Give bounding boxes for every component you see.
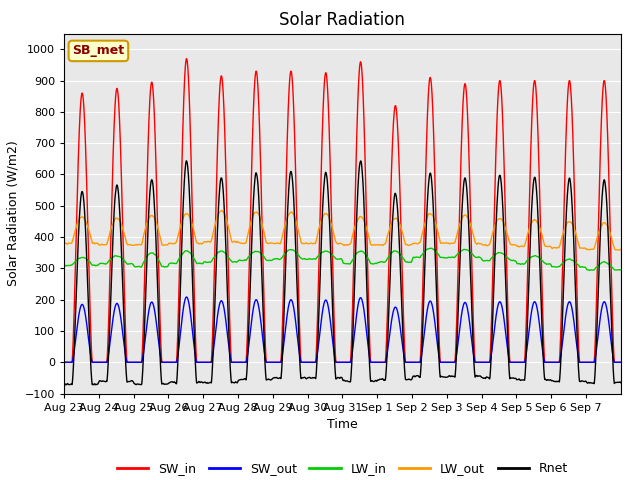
Y-axis label: Solar Radiation (W/m2): Solar Radiation (W/m2) xyxy=(6,141,19,287)
X-axis label: Time: Time xyxy=(327,418,358,431)
Text: SB_met: SB_met xyxy=(72,44,124,58)
Legend: SW_in, SW_out, LW_in, LW_out, Rnet: SW_in, SW_out, LW_in, LW_out, Rnet xyxy=(112,457,573,480)
Title: Solar Radiation: Solar Radiation xyxy=(280,11,405,29)
